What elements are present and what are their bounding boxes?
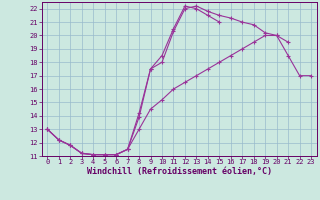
X-axis label: Windchill (Refroidissement éolien,°C): Windchill (Refroidissement éolien,°C) — [87, 167, 272, 176]
